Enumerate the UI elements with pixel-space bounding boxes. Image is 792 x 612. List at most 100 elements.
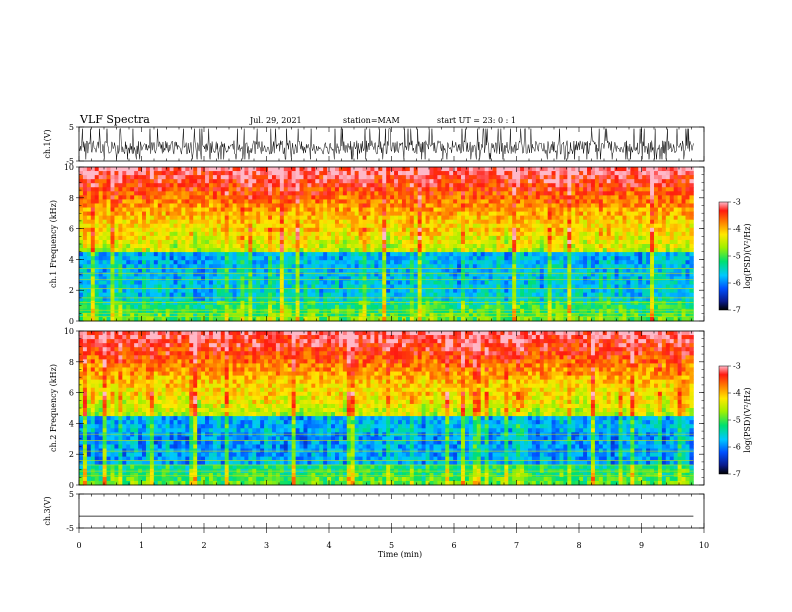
spectrogram-cell — [382, 280, 387, 285]
spectrogram-cell — [390, 268, 395, 273]
spectrogram-cell — [327, 248, 332, 253]
spectrogram-cell — [606, 268, 612, 273]
spectrogram-cell — [602, 203, 608, 208]
spectrogram-cell — [433, 195, 438, 200]
spectrogram-cell — [94, 252, 100, 257]
spectrogram-cell — [197, 239, 202, 245]
spectrogram-cell — [673, 191, 679, 196]
spectrogram-cell — [461, 284, 466, 289]
spectrogram-cell — [464, 203, 470, 208]
spectrogram-cell — [543, 276, 549, 281]
spectrogram-cell — [177, 167, 182, 172]
spectrogram-cell — [362, 244, 367, 249]
spectrogram-cell — [327, 288, 332, 294]
spectrogram-cell — [114, 231, 119, 237]
spectrogram-cell — [354, 248, 360, 253]
spectrogram-cell — [480, 256, 486, 261]
spectrogram-cell — [626, 252, 631, 257]
spectrogram-cell — [224, 191, 230, 196]
spectrogram-cell — [524, 244, 529, 249]
spectrogram-cell — [563, 276, 568, 281]
spectrogram-cell — [232, 171, 237, 176]
spectrogram-cell — [319, 284, 324, 289]
spectrogram-cell — [496, 248, 501, 253]
spectrogram-cell — [398, 183, 403, 188]
spectrogram-cell — [185, 203, 190, 208]
spectrogram-cell — [547, 264, 552, 269]
spectrogram-cell — [126, 272, 131, 277]
spectrogram-cell — [264, 244, 269, 249]
spectrogram-cell — [346, 211, 352, 217]
spectrogram-cell — [520, 239, 525, 245]
spectrogram-cell — [626, 244, 631, 249]
spectrogram-cell — [86, 284, 92, 289]
spectrogram-cell — [366, 256, 371, 261]
spectrogram-cell — [130, 179, 135, 184]
spectrogram-cell — [208, 223, 214, 229]
spectrogram-cell — [299, 288, 304, 294]
spectrogram-cell — [110, 223, 115, 229]
spectrogram-cell — [315, 235, 320, 241]
spectrogram-cell — [346, 179, 352, 184]
spectrogram-cell — [232, 284, 237, 289]
spectrogram-cell — [468, 292, 474, 298]
spectrogram-cell — [488, 288, 493, 294]
spectrogram-cell — [429, 167, 434, 172]
spectrogram-cell — [665, 272, 671, 277]
spectrogram-cell — [299, 207, 304, 212]
spectrogram-cell — [504, 195, 509, 200]
spectrogram-cell — [134, 219, 139, 225]
spectrogram-cell — [508, 272, 513, 277]
spectrogram-cell — [110, 260, 115, 265]
spectrogram-cell — [86, 280, 92, 285]
spectrogram-cell — [559, 167, 564, 172]
spectrogram-cell — [646, 215, 651, 221]
spectrogram-cell — [665, 231, 671, 237]
spectrogram-cell — [114, 284, 119, 289]
spectrogram-cell — [476, 292, 482, 298]
spectrogram-cell — [646, 280, 651, 285]
spectrogram-cell — [86, 252, 92, 257]
spectrogram-cell — [256, 292, 261, 298]
spectrogram-cell — [130, 215, 135, 221]
spectrogram-cell — [279, 211, 285, 217]
spectrogram-cell — [500, 264, 505, 269]
spectrogram-cell — [307, 260, 312, 265]
spectrogram-cell — [114, 171, 119, 176]
spectrogram-cell — [567, 167, 572, 172]
spectrogram-cell — [488, 244, 493, 249]
spectrogram-cell — [567, 280, 572, 285]
spectrogram-cell — [208, 288, 214, 294]
spectrogram-cell — [185, 235, 190, 241]
spectrogram-cell — [220, 288, 226, 294]
spectrogram-cell — [504, 244, 509, 249]
spectrogram-cell — [114, 211, 119, 217]
spectrogram-cell — [79, 199, 84, 204]
spectrogram-cell — [614, 179, 619, 184]
spectrogram-cell — [275, 171, 281, 176]
spectrogram-cell — [342, 260, 348, 265]
spectrogram-cell — [464, 231, 470, 237]
spectrogram-cell — [587, 276, 592, 281]
spectrogram-cell — [303, 231, 308, 237]
spectrogram-cell — [421, 191, 426, 196]
spectrogram-cell — [315, 248, 320, 253]
spectrogram-cell — [374, 223, 379, 229]
spectrogram-cell — [500, 199, 505, 204]
spectrogram-cell — [457, 207, 462, 212]
spectrogram-cell — [661, 215, 667, 221]
spectrogram-cell — [374, 227, 379, 233]
spectrogram-cell — [429, 252, 434, 257]
spectrogram-cell — [271, 272, 277, 277]
spectrogram-cell — [331, 280, 336, 285]
spectrogram-cell — [197, 235, 202, 241]
spectrogram-cell — [547, 276, 552, 281]
spectrogram-cell — [346, 167, 352, 172]
spectrogram-cell — [169, 244, 174, 249]
spectrogram-cell — [413, 179, 419, 184]
spectrogram-cell — [224, 207, 230, 212]
spectrogram-cell — [437, 171, 442, 176]
spectrogram-cell — [224, 244, 230, 249]
spectrogram-cell — [512, 227, 517, 233]
spectrogram-cell — [224, 272, 230, 277]
